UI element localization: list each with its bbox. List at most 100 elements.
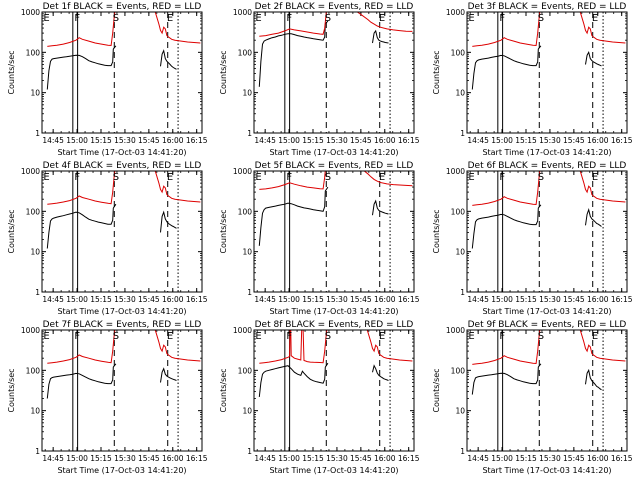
x-tick-label: 14:45 [42,295,64,304]
y-tick-label: 1 [35,288,40,297]
x-tick-label: 14:45 [467,295,489,304]
interval-marker-label: E [167,172,173,183]
lld-series-line [47,330,116,364]
x-tick-label: 14:45 [467,454,489,463]
x-tick-label: 15:45 [138,136,160,145]
x-tick-label: 15:15 [302,295,324,304]
plot-frame [253,170,415,293]
interval-marker-label: E [592,172,598,183]
y-tick-label: 100 [26,207,41,216]
x-tick-label: 15:00 [491,454,513,463]
interval-marker-label: E [468,331,474,342]
x-tick-label: 15:15 [90,454,112,463]
y-axis-label: Counts/sec [432,50,441,94]
x-tick-label: 16:00 [374,295,396,304]
y-tick-label: 1 [460,129,465,138]
y-tick-label: 10 [30,407,40,416]
interval-marker-label: F [286,13,292,24]
interval-marker-label: E [468,172,474,183]
interval-marker-label: E [379,172,385,183]
x-tick-label: 15:30 [114,136,136,145]
x-tick-label: 16:00 [587,295,609,304]
detector-panel: Det 8f BLACK = Events, RED = LLD Counts/s… [219,320,420,475]
x-axis-label: Start Time (17-Oct-03 14:41:20) [482,148,611,157]
lld-series-line [579,12,626,44]
detector-panel: Det 4f BLACK = Events, RED = LLD Counts/s… [7,161,208,316]
interval-marker-label: F [74,13,80,24]
interval-marker-label: S [325,172,331,183]
events-series-line [372,364,389,381]
y-tick-label: 1 [247,129,252,138]
interval-marker-label: S [325,13,331,24]
interval-marker-label: S [113,331,119,342]
x-tick-label: 15:30 [326,136,348,145]
y-tick-label: 10 [455,407,465,416]
interval-marker-label: S [325,331,331,342]
events-series-line [46,45,117,90]
events-series-line [471,204,542,249]
x-tick-label: 16:15 [398,295,420,304]
x-tick-label: 15:45 [563,454,585,463]
x-tick-label: 15:30 [539,295,561,304]
x-tick-label: 14:45 [42,136,64,145]
y-tick-label: 1 [35,129,40,138]
chart-title: Det 3f BLACK = Events, RED = LLD [468,2,627,12]
lld-series-line [472,12,541,47]
interval-marker-label: E [43,331,49,342]
detector-panel: Det 6f BLACK = Events, RED = LLD Counts/s… [432,161,633,316]
x-tick-label: 15:15 [90,136,112,145]
lld-series-line [47,12,116,47]
y-tick-label: 10 [455,89,465,98]
lld-series-line [154,12,201,44]
x-tick-label: 15:15 [515,136,537,145]
x-tick-label: 15:00 [278,136,300,145]
x-tick-label: 16:00 [162,136,184,145]
detector-panel: Det 2f BLACK = Events, RED = LLD Counts/s… [219,2,420,157]
interval-marker-label: E [379,13,385,24]
interval-marker-label: E [592,13,598,24]
lld-series-line [47,171,116,205]
y-tick-label: 10 [30,248,40,257]
interval-marker-label: E [43,172,49,183]
y-tick-label: 1 [460,447,465,456]
y-tick-label: 10 [242,89,252,98]
x-tick-label: 15:30 [539,454,561,463]
events-series-line [372,199,389,216]
events-series-line [160,210,177,233]
y-tick-label: 100 [238,366,253,375]
x-tick-label: 15:30 [539,136,561,145]
events-series-line [160,49,177,70]
x-tick-label: 15:15 [302,454,324,463]
y-axis-label: Counts/sec [432,209,441,253]
x-tick-label: 14:45 [254,454,276,463]
y-tick-label: 100 [238,48,253,57]
interval-marker-label: E [43,13,49,24]
y-tick-label: 1000 [233,167,252,176]
detector-panel: Det 9f BLACK = Events, RED = LLD Counts/s… [432,320,633,475]
chart-title: Det 7f BLACK = Events, RED = LLD [43,320,202,330]
x-axis-label: Start Time (17-Oct-03 14:41:20) [482,466,611,475]
y-tick-label: 100 [26,48,41,57]
y-axis-label: Counts/sec [7,209,16,253]
x-tick-label: 16:15 [186,295,208,304]
x-tick-label: 15:45 [350,454,372,463]
interval-marker-label: S [538,172,544,183]
chart-title: Det 9f BLACK = Events, RED = LLD [468,320,627,330]
x-tick-label: 16:00 [587,136,609,145]
x-tick-label: 15:30 [326,454,348,463]
events-series-line [46,363,117,399]
x-tick-label: 14:45 [42,454,64,463]
x-axis-label: Start Time (17-Oct-03 14:41:20) [269,307,398,316]
plot-frame [253,11,415,134]
x-tick-label: 15:45 [563,136,585,145]
interval-marker-label: S [113,172,119,183]
x-tick-label: 15:45 [350,295,372,304]
x-tick-label: 16:00 [374,454,396,463]
events-series-line [258,362,329,397]
y-axis-label: Counts/sec [219,50,228,94]
lld-series-line [154,171,201,203]
plot-frame [41,11,203,134]
lld-series-line [472,171,541,206]
x-tick-label: 16:00 [162,295,184,304]
